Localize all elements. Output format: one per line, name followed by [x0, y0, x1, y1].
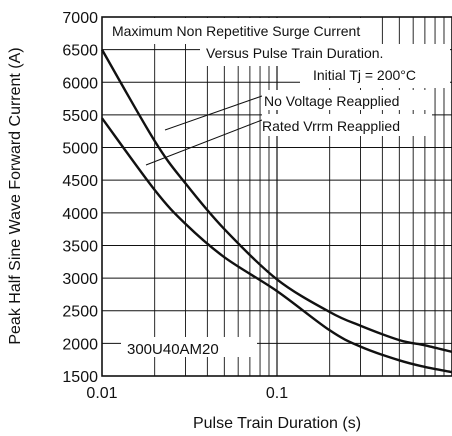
- y-tick-label: 2000: [62, 336, 98, 353]
- title-box-middle: [200, 44, 450, 66]
- x-tick-label: 0.01: [86, 385, 117, 402]
- legend-label-rated-vrrm: Rated Vrrm Reapplied: [262, 118, 400, 134]
- plot-frame: [101, 16, 452, 377]
- series-line-rated-vrrm-reapplied: [101, 117, 452, 374]
- legend-bg-rated-vrrm: [262, 114, 432, 136]
- legend-label-no-voltage: No Voltage Reapplied: [264, 93, 399, 109]
- y-tick-label: 5500: [62, 108, 98, 125]
- title-box-lower: [300, 66, 450, 88]
- legend-leader-no-voltage: [164, 95, 263, 131]
- legend-leader-rated-vrrm: [145, 119, 263, 166]
- series-line-no-voltage-reapplied: [100, 49, 452, 353]
- y-tick-label: 3000: [62, 271, 98, 288]
- y-tick-label: 1500: [62, 369, 98, 386]
- y-tick-label: 4500: [62, 173, 98, 190]
- y-tick-label: 2500: [62, 304, 98, 321]
- x-axis-label: Pulse Train Duration (s): [193, 415, 361, 432]
- y-tick-label: 6000: [62, 75, 98, 92]
- title-box-upper: [104, 18, 366, 44]
- part-label: 300U40AM20: [127, 341, 219, 358]
- legend-bg-no-voltage: [262, 90, 432, 110]
- part-label-box: [121, 337, 257, 357]
- y-tick-label: 4000: [62, 206, 98, 223]
- chart-title-line-2: Versus Pulse Train Duration.: [206, 45, 383, 61]
- chart-title-line-1: Maximum Non Repetitive Surge Current: [112, 23, 360, 39]
- y-axis-label: Peak Half Sine Wave Forward Current (A): [7, 47, 24, 344]
- y-tick-label: 5000: [62, 141, 98, 158]
- y-tick-label: 7000: [62, 10, 98, 27]
- y-tick-label: 3500: [62, 238, 98, 255]
- curves: [100, 49, 452, 374]
- x-tick-label: 0.1: [266, 385, 288, 402]
- y-tick-label: 6500: [62, 43, 98, 60]
- tick-labels: 1500 2000 2500 3000 3500 4000 4500 5000 5500 6000…: [62, 10, 288, 402]
- chart-title-line-3: Initial Tj = 200°C: [313, 67, 416, 83]
